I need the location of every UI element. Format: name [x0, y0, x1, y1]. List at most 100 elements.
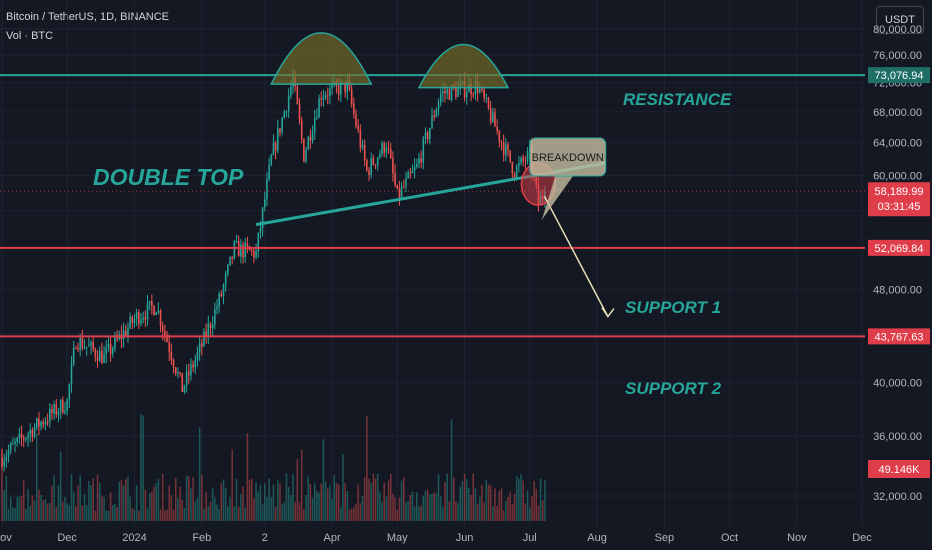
- candle-body: [457, 87, 459, 97]
- volume-bar: [33, 500, 36, 521]
- candle-body: [463, 81, 466, 98]
- candle-body: [250, 250, 253, 252]
- volume-bar: [42, 500, 45, 521]
- x-tick-label: Dec: [57, 532, 77, 544]
- volume-bar: [96, 474, 99, 521]
- volume-bar: [483, 502, 485, 521]
- candle-body: [353, 104, 355, 114]
- volume-bar: [383, 482, 385, 521]
- volume-bar: [333, 475, 336, 521]
- candle-body: [207, 324, 210, 337]
- candle-body: [311, 132, 314, 141]
- candle-body: [450, 85, 453, 100]
- candle-body: [192, 364, 194, 368]
- candle-body: [46, 421, 49, 423]
- candle-body: [326, 95, 329, 97]
- candle-body: [105, 347, 108, 355]
- volume-bar: [179, 486, 181, 521]
- volume-bar: [103, 497, 105, 521]
- volume-bar: [429, 494, 431, 521]
- volume-bar: [88, 480, 90, 521]
- volume-indicator-label: Vol · BTC: [6, 30, 54, 42]
- volume-bar: [153, 486, 155, 521]
- candle-body: [257, 232, 260, 252]
- candle-body: [313, 118, 316, 133]
- currency-button[interactable]: USDT: [876, 6, 924, 34]
- candle-body: [268, 165, 270, 180]
- candle-body: [20, 433, 23, 438]
- candle-body: [138, 312, 140, 324]
- candle-body: [38, 418, 40, 427]
- candle-body: [400, 186, 403, 198]
- x-tick-label: Jun: [456, 532, 474, 544]
- x-tick-label: Oct: [721, 532, 738, 544]
- volume-bar: [44, 499, 47, 521]
- volume-bar: [133, 509, 136, 521]
- annotations: BREAKDOWN DOUBLE TOP RESISTANCE SUPPORT 1 SU…: [0, 32, 865, 398]
- volume-bar: [374, 478, 377, 521]
- volume-bar: [94, 510, 97, 521]
- candle-body: [116, 336, 118, 339]
- volume-bar: [426, 489, 429, 521]
- volume-bar: [292, 474, 294, 521]
- candle-body: [140, 319, 142, 324]
- volume-bar: [85, 505, 88, 521]
- candle-body: [370, 158, 372, 176]
- volume-bar: [416, 492, 418, 521]
- volume-bar: [498, 490, 501, 521]
- candle-body: [62, 400, 64, 413]
- volume-bar: [49, 502, 51, 521]
- candle-body: [148, 301, 151, 304]
- candle-body: [396, 184, 399, 189]
- candle-body: [359, 129, 362, 148]
- volume-value-badge: 49.146K: [879, 464, 921, 476]
- volume-bar: [59, 451, 62, 521]
- candle-body: [433, 115, 435, 118]
- volume-bar: [105, 510, 108, 521]
- candle-body: [107, 343, 110, 348]
- volume-bar: [240, 494, 242, 521]
- candle-body: [227, 264, 229, 274]
- candle-body: [350, 89, 353, 105]
- volume-bar: [422, 495, 425, 521]
- candle-body: [507, 144, 509, 151]
- candle-body: [481, 89, 483, 91]
- candle-body: [372, 158, 375, 165]
- candle-body: [57, 411, 60, 415]
- candle-body: [166, 334, 168, 343]
- candle-body: [355, 113, 357, 127]
- volume-bar: [181, 499, 184, 521]
- volume-bar: [207, 506, 210, 521]
- volume-bar: [66, 503, 68, 521]
- candle-body: [151, 301, 153, 307]
- y-tick-label: 48,000.00: [873, 284, 922, 296]
- x-tick-label: Jul: [523, 532, 537, 544]
- volume-bar: [372, 473, 375, 521]
- volume-bar: [331, 498, 333, 521]
- volume-bar: [468, 487, 470, 521]
- volume-bar: [266, 496, 268, 521]
- volume-bar: [494, 488, 496, 521]
- volume-bar: [526, 490, 529, 521]
- volume-bar: [138, 510, 140, 521]
- volume-bar: [361, 496, 364, 521]
- volume-bar: [405, 502, 407, 521]
- volume-bar: [22, 480, 25, 521]
- volume-bar: [355, 504, 357, 521]
- volume-bar: [507, 497, 509, 521]
- volume-bar: [3, 490, 5, 521]
- double-top-left-arc: [270, 32, 373, 85]
- volume-bar: [183, 507, 186, 521]
- resistance-price-badge-bg: [868, 67, 930, 84]
- candle-body: [44, 421, 47, 425]
- candle-body: [398, 188, 401, 198]
- price-axis[interactable]: 80,000.0076,000.0072,000.0068,000.0064,0…: [0, 24, 930, 544]
- candle-body: [368, 170, 370, 176]
- volume-bar: [155, 483, 157, 521]
- candle-body: [16, 437, 18, 443]
- volume-bar: [9, 497, 12, 521]
- volume-bar: [500, 488, 503, 521]
- candle-body: [129, 316, 131, 328]
- volume-bar: [188, 476, 190, 521]
